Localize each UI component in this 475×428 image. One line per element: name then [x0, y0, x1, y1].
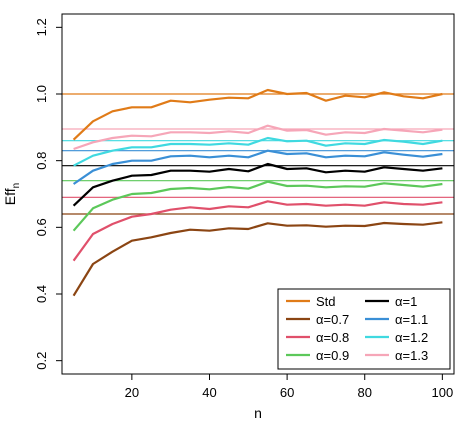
series-lines — [72, 88, 443, 297]
y-tick-label: 0.2 — [34, 352, 49, 370]
x-tick-label: 60 — [280, 385, 294, 400]
legend-label-alpha-0-8: α=0.8 — [316, 330, 349, 345]
y-tick-label: 0.8 — [34, 152, 49, 170]
y-tick-label: 1.0 — [34, 85, 49, 103]
series-line-alpha-1-3 — [73, 124, 443, 151]
x-axis-label: n — [254, 405, 262, 421]
plot-frame — [61, 13, 455, 375]
series-line-alpha-0-9 — [72, 180, 443, 232]
y-tick-label: 0.6 — [34, 218, 49, 236]
y-axis-label: Effn — [2, 183, 22, 205]
series-line-alpha-0-7 — [72, 221, 443, 297]
legend-label-alpha-0-7: α=0.7 — [316, 312, 349, 327]
y-axis: 0.2 0.4 0.6 0.8 1.0 1.2 — [34, 18, 62, 370]
series-line-alpha-1 — [72, 162, 443, 207]
x-tick-label: 80 — [357, 385, 371, 400]
x-tick-label: 100 — [432, 385, 454, 400]
legend-label-alpha-0-9: α=0.9 — [316, 348, 349, 363]
series-line-alpha-1-1 — [72, 149, 443, 185]
x-tick-label: 40 — [202, 385, 216, 400]
series-line-alpha-0-8 — [72, 200, 443, 262]
y-axis-label-main: Eff — [2, 188, 18, 205]
x-tick-label: 20 — [125, 385, 139, 400]
x-axis: 20 40 60 80 100 — [125, 374, 454, 400]
legend-label-alpha-1-2: α=1.2 — [395, 330, 428, 345]
legend: Std α=1 α=0.7 α=1.1 α=0.8 α=1.2 α=0.9 α=1.3 — [277, 288, 451, 370]
series-line-std — [72, 88, 443, 141]
legend-label-alpha-1: α=1 — [395, 294, 417, 309]
legend-label-std: Std — [316, 294, 336, 309]
y-tick-label: 1.2 — [34, 18, 49, 36]
y-axis-label-subscript: n — [11, 183, 22, 189]
series-line-alpha-1-2 — [73, 136, 443, 167]
y-tick-label: 0.4 — [34, 285, 49, 303]
legend-label-alpha-1-1: α=1.1 — [395, 312, 428, 327]
legend-label-alpha-1-3: α=1.3 — [395, 348, 428, 363]
reference-lines — [62, 93, 454, 215]
